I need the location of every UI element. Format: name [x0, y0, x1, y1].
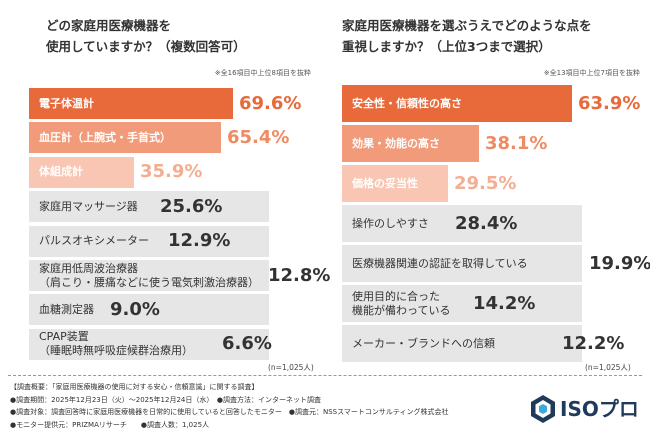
left-bar-label-8: CPAP装置 （睡眠時無呼吸症候群治療用）	[39, 330, 193, 358]
left-bar-value-8: 6.6%	[222, 333, 272, 355]
right-bar-6	[342, 285, 582, 322]
logo-text: ISOプロ	[560, 397, 639, 421]
left-bar-value-6: 12.8%	[268, 264, 331, 286]
footer-line4: ●モニター提供元：PRIZMAリサーチ ●調査人数：1,025人	[10, 420, 210, 429]
left-bars: 電子体温計 69.6% 血圧計（上腕式・手首式） 65.4% 体組成計 35.9% 家庭用マ…	[29, 88, 330, 360]
right-bar-1	[342, 85, 572, 122]
isopro-logo: ISOプロ	[530, 394, 640, 424]
left-bar-4	[29, 191, 269, 223]
left-chart-title: どの家庭用医療機器を 使用していますか？（複数回答可）	[46, 15, 246, 57]
right-bar-label-6: 使用目的に合った 機能が備わっている	[352, 289, 451, 317]
right-bar-value-1: 63.9%	[578, 92, 641, 114]
right-bar-4	[342, 205, 582, 242]
right-chart-title: 家庭用医療機器を選ぶうえでどのような点を 重視しますか？（上位3つまで選択）	[342, 15, 592, 57]
left-chart-note: ※全16項目中上位8項目を抜粋	[214, 69, 311, 77]
left-title-line2: 使用していますか？（複数回答可）	[46, 39, 246, 54]
left-bar-8	[29, 328, 269, 360]
right-bar-7	[342, 325, 582, 362]
left-bar-label-6: 家庭用低周波治療器 （肩こり・腰痛などに使う電気刺激治療器）	[39, 261, 259, 289]
left-bar-label-3: 体組成計	[39, 165, 83, 179]
right-title-line2: 重視しますか？（上位3つまで選択）	[342, 39, 551, 54]
right-bar-value-2: 38.1%	[485, 132, 548, 154]
left-bar-1	[29, 88, 233, 119]
right-bars: 安全性・信頼性の高さ 63.9% 効果・効能の高さ 38.1% 価格の妥当性 29.5% 操…	[325, 0, 650, 434]
left-bar-6	[29, 260, 269, 291]
right-bar-label-4: 操作のしやすさ	[352, 216, 429, 230]
right-bar-3	[342, 165, 448, 202]
left-sample-size: (n=1,025人)	[268, 363, 314, 372]
left-bar-value-1: 69.6%	[239, 92, 302, 114]
hexagon-logo-icon	[531, 395, 555, 423]
right-bar-2	[342, 125, 479, 162]
right-bar-label-7: メーカー・ブランドへの信頼	[352, 336, 495, 350]
left-bar-value-4: 25.6%	[160, 195, 223, 217]
left-bar-value-3: 35.9%	[140, 161, 203, 183]
left-bar-label-7: 血糖測定器	[39, 302, 94, 316]
footer-line1: 【調査概要：「家庭用医療機器の使用に対する安心・信頼意識」に関する調査】	[10, 383, 259, 391]
right-bar-value-3: 29.5%	[454, 172, 517, 194]
right-bar-label-1: 安全性・信頼性の高さ	[352, 96, 462, 110]
right-bar-label-3: 価格の妥当性	[352, 176, 418, 190]
right-bar-label-2: 効果・効能の高さ	[352, 136, 440, 150]
left-title-line1: どの家庭用医療機器を	[46, 18, 172, 33]
left-bar-label-4: 家庭用マッサージ器	[39, 199, 138, 213]
left-bar-5	[29, 225, 269, 257]
right-bar-5	[342, 245, 582, 282]
left-bar-2	[29, 122, 221, 154]
right-bar-value-5: 19.9%	[589, 252, 650, 274]
right-bar-value-6: 14.2%	[473, 292, 536, 314]
survey-footer: 【調査概要：「家庭用医療機器の使用に対する安心・信頼意識」に関する調査】 ●調査…	[10, 381, 530, 431]
left-bar-value-2: 65.4%	[227, 126, 290, 148]
left-bar-label-2: 血圧計（上腕式・手首式）	[39, 130, 171, 144]
left-bar-value-7: 9.0%	[110, 298, 160, 320]
right-bar-label-5: 医療機器関連の認証を取得している	[352, 256, 528, 270]
left-bar-label-5: パルスオキシメーター	[39, 234, 149, 248]
footer-divider	[8, 375, 642, 376]
left-bar-label-1: 電子体温計	[39, 96, 94, 110]
right-title-line1: 家庭用医療機器を選ぶうえでどのような点を	[342, 18, 592, 33]
right-chart-note: ※全13項目中上位7項目を抜粋	[543, 69, 640, 77]
right-bar-value-7: 12.2%	[562, 332, 625, 354]
right-sample-size: (n=1,025人)	[585, 363, 631, 372]
footer-line3: ●調査対象：調査回答時に家庭用医療機器を日常的に使用していると回答したモニター …	[10, 408, 449, 416]
left-bar-3	[29, 156, 134, 188]
footer-line2: ●調査期間：2025年12月23日（火）～2025年12月24日（水） ●調査方…	[10, 395, 321, 404]
left-bar-value-5: 12.9%	[168, 230, 231, 252]
left-bar-7	[29, 294, 269, 326]
right-bar-value-4: 28.4%	[455, 212, 518, 234]
